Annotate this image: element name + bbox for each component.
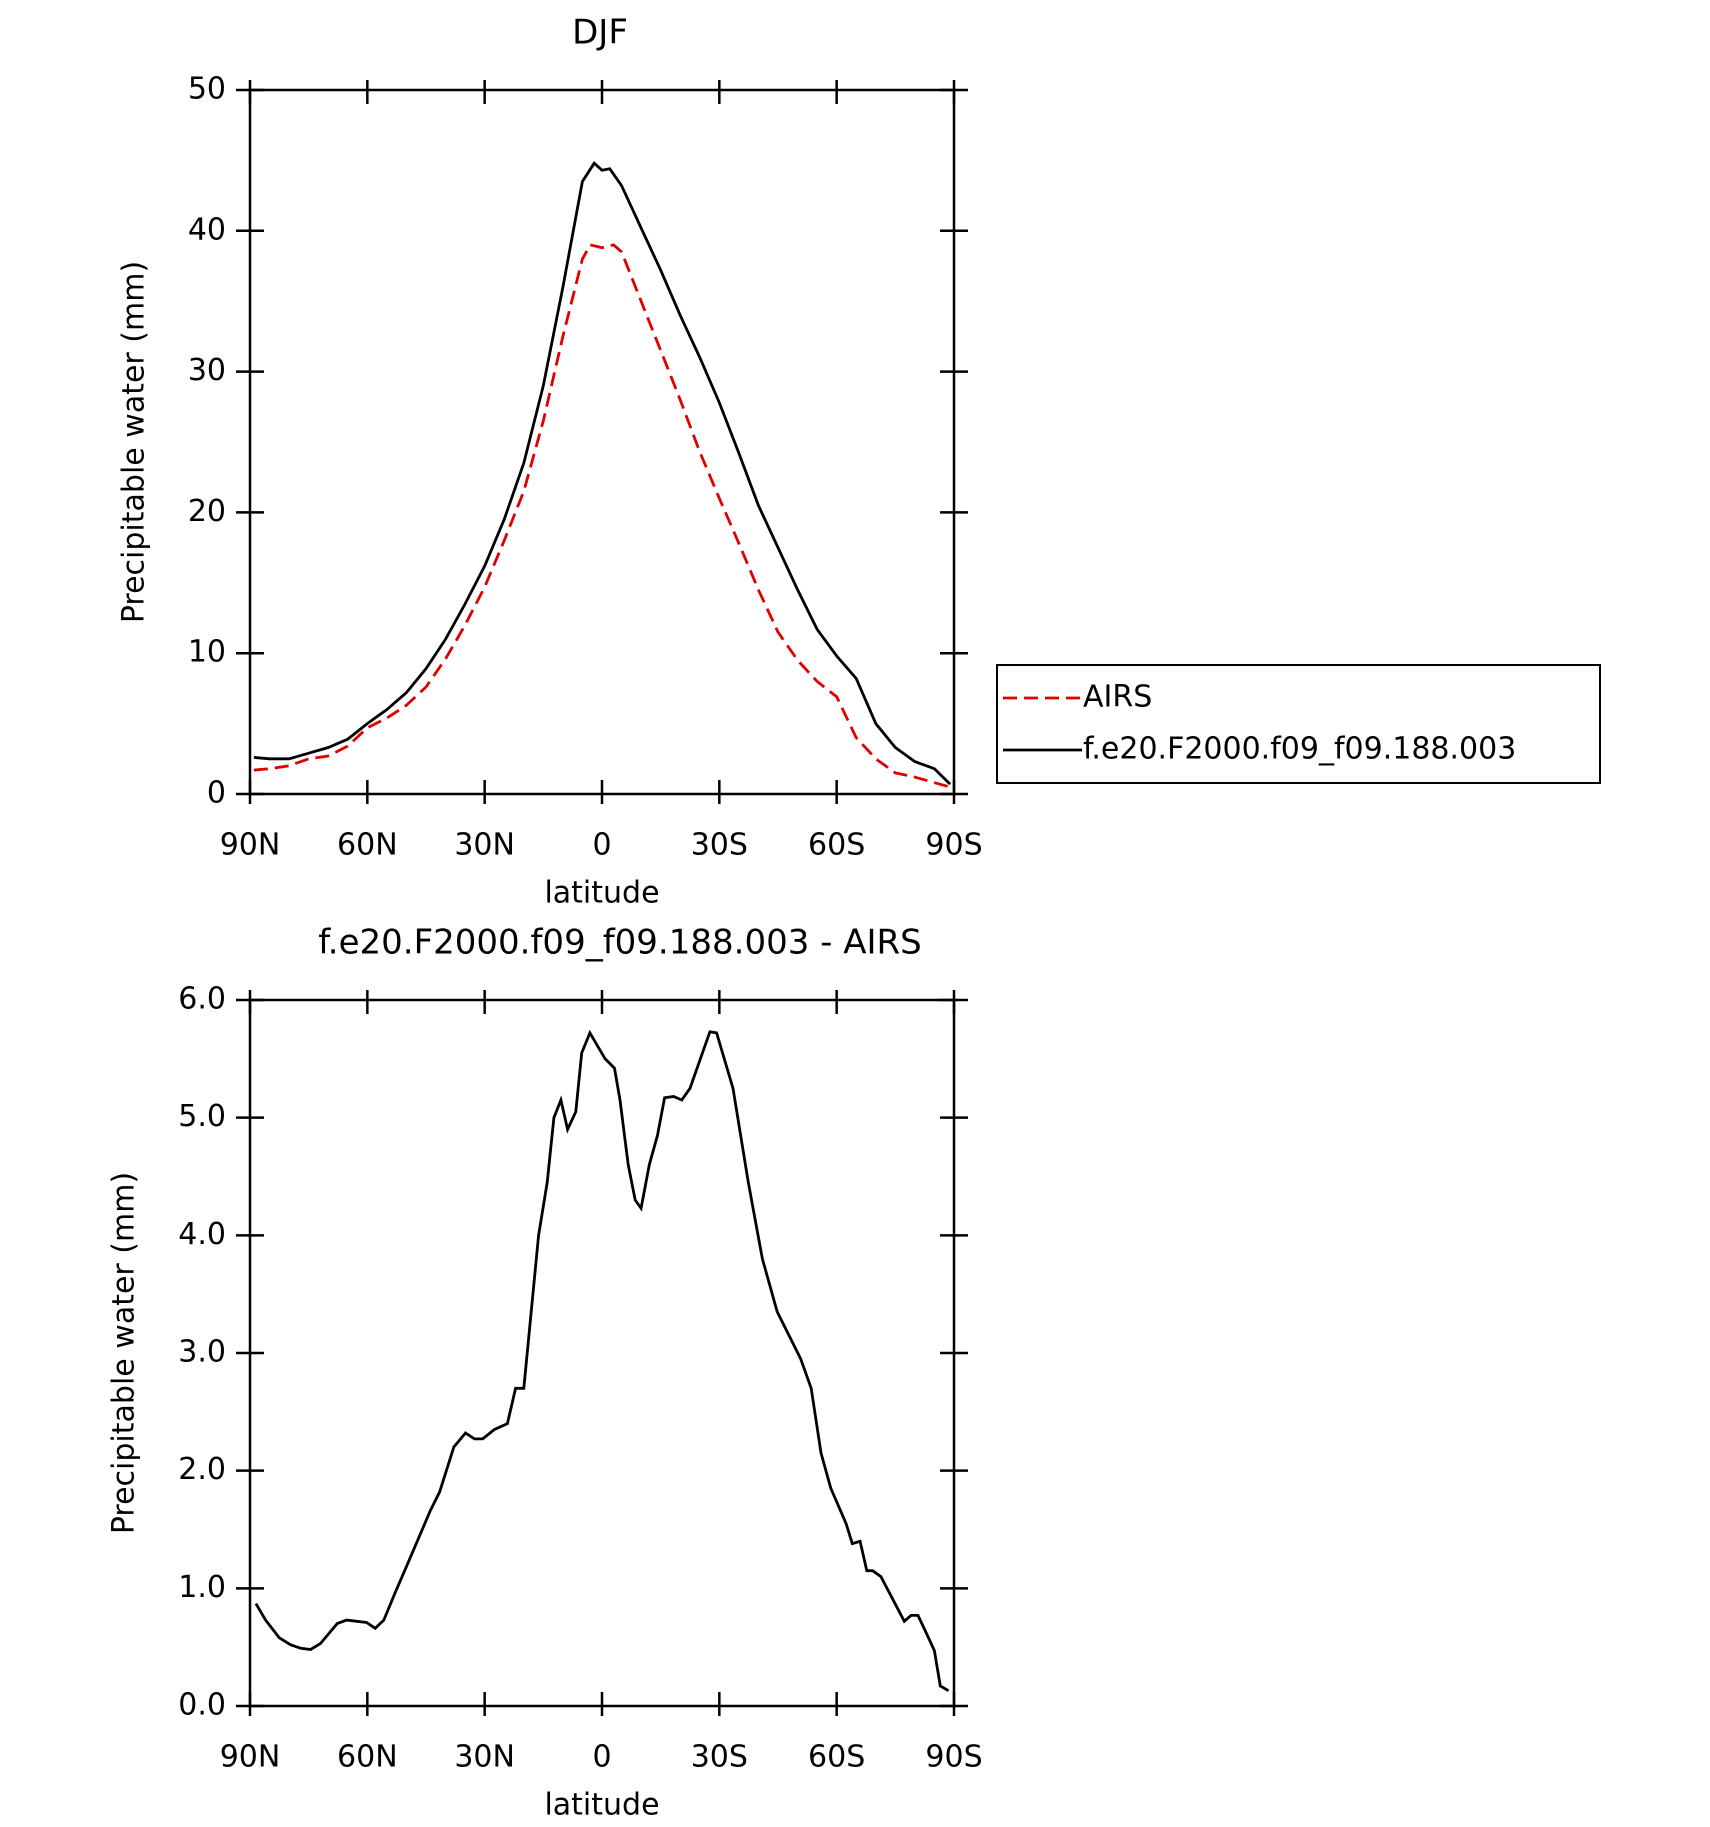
y-tick-label: 40 — [188, 212, 226, 247]
x-tick-label: 30S — [691, 1740, 748, 1775]
legend-label: AIRS — [1083, 680, 1152, 715]
x-tick-label: 60N — [337, 1740, 398, 1775]
legend-label: f.e20.F2000.f09_f09.188.003 — [1083, 732, 1516, 767]
y-axis-label: Precipitable water (mm) — [107, 1172, 142, 1534]
y-tick-label: 5.0 — [178, 1099, 226, 1134]
series-line — [253, 161, 952, 786]
plot-frame — [248, 998, 956, 1708]
x-tick-label: 0 — [592, 1740, 611, 1775]
series-line — [253, 243, 951, 789]
plot-frame — [248, 88, 956, 796]
y-tick-label: 20 — [188, 494, 226, 529]
chart-title: DJF — [572, 13, 628, 53]
y-tick-label: 10 — [188, 635, 226, 670]
x-tick-label: 60S — [808, 1740, 865, 1775]
y-tick-label: 50 — [188, 72, 226, 107]
y-tick-label: 6.0 — [178, 982, 226, 1017]
x-tick-label: 90S — [925, 1740, 982, 1775]
y-tick-label: 1.0 — [178, 1570, 226, 1605]
chart-title: f.e20.F2000.f09_f09.188.003 - AIRS — [318, 923, 921, 963]
x-tick-label: 30N — [454, 1740, 515, 1775]
y-tick-label: 4.0 — [178, 1217, 226, 1252]
x-tick-label: 0 — [592, 828, 611, 863]
x-tick-label: 90S — [925, 828, 982, 863]
series-line — [254, 1029, 950, 1692]
y-axis-label: Precipitable water (mm) — [117, 261, 152, 623]
y-tick-label: 3.0 — [178, 1335, 226, 1370]
x-tick-label: 90N — [220, 1740, 281, 1775]
x-axis-label: latitude — [544, 876, 659, 911]
y-tick-label: 30 — [188, 353, 226, 388]
x-tick-label: 60N — [337, 828, 398, 863]
x-tick-label: 60S — [808, 828, 865, 863]
legend-box — [996, 664, 1601, 784]
x-tick-label: 30N — [454, 828, 515, 863]
y-tick-label: 0.0 — [178, 1688, 226, 1723]
x-tick-label: 30S — [691, 828, 748, 863]
y-tick-label: 0 — [207, 776, 226, 811]
x-tick-label: 90N — [220, 828, 281, 863]
x-axis-label: latitude — [544, 1788, 659, 1823]
y-tick-label: 2.0 — [178, 1452, 226, 1487]
